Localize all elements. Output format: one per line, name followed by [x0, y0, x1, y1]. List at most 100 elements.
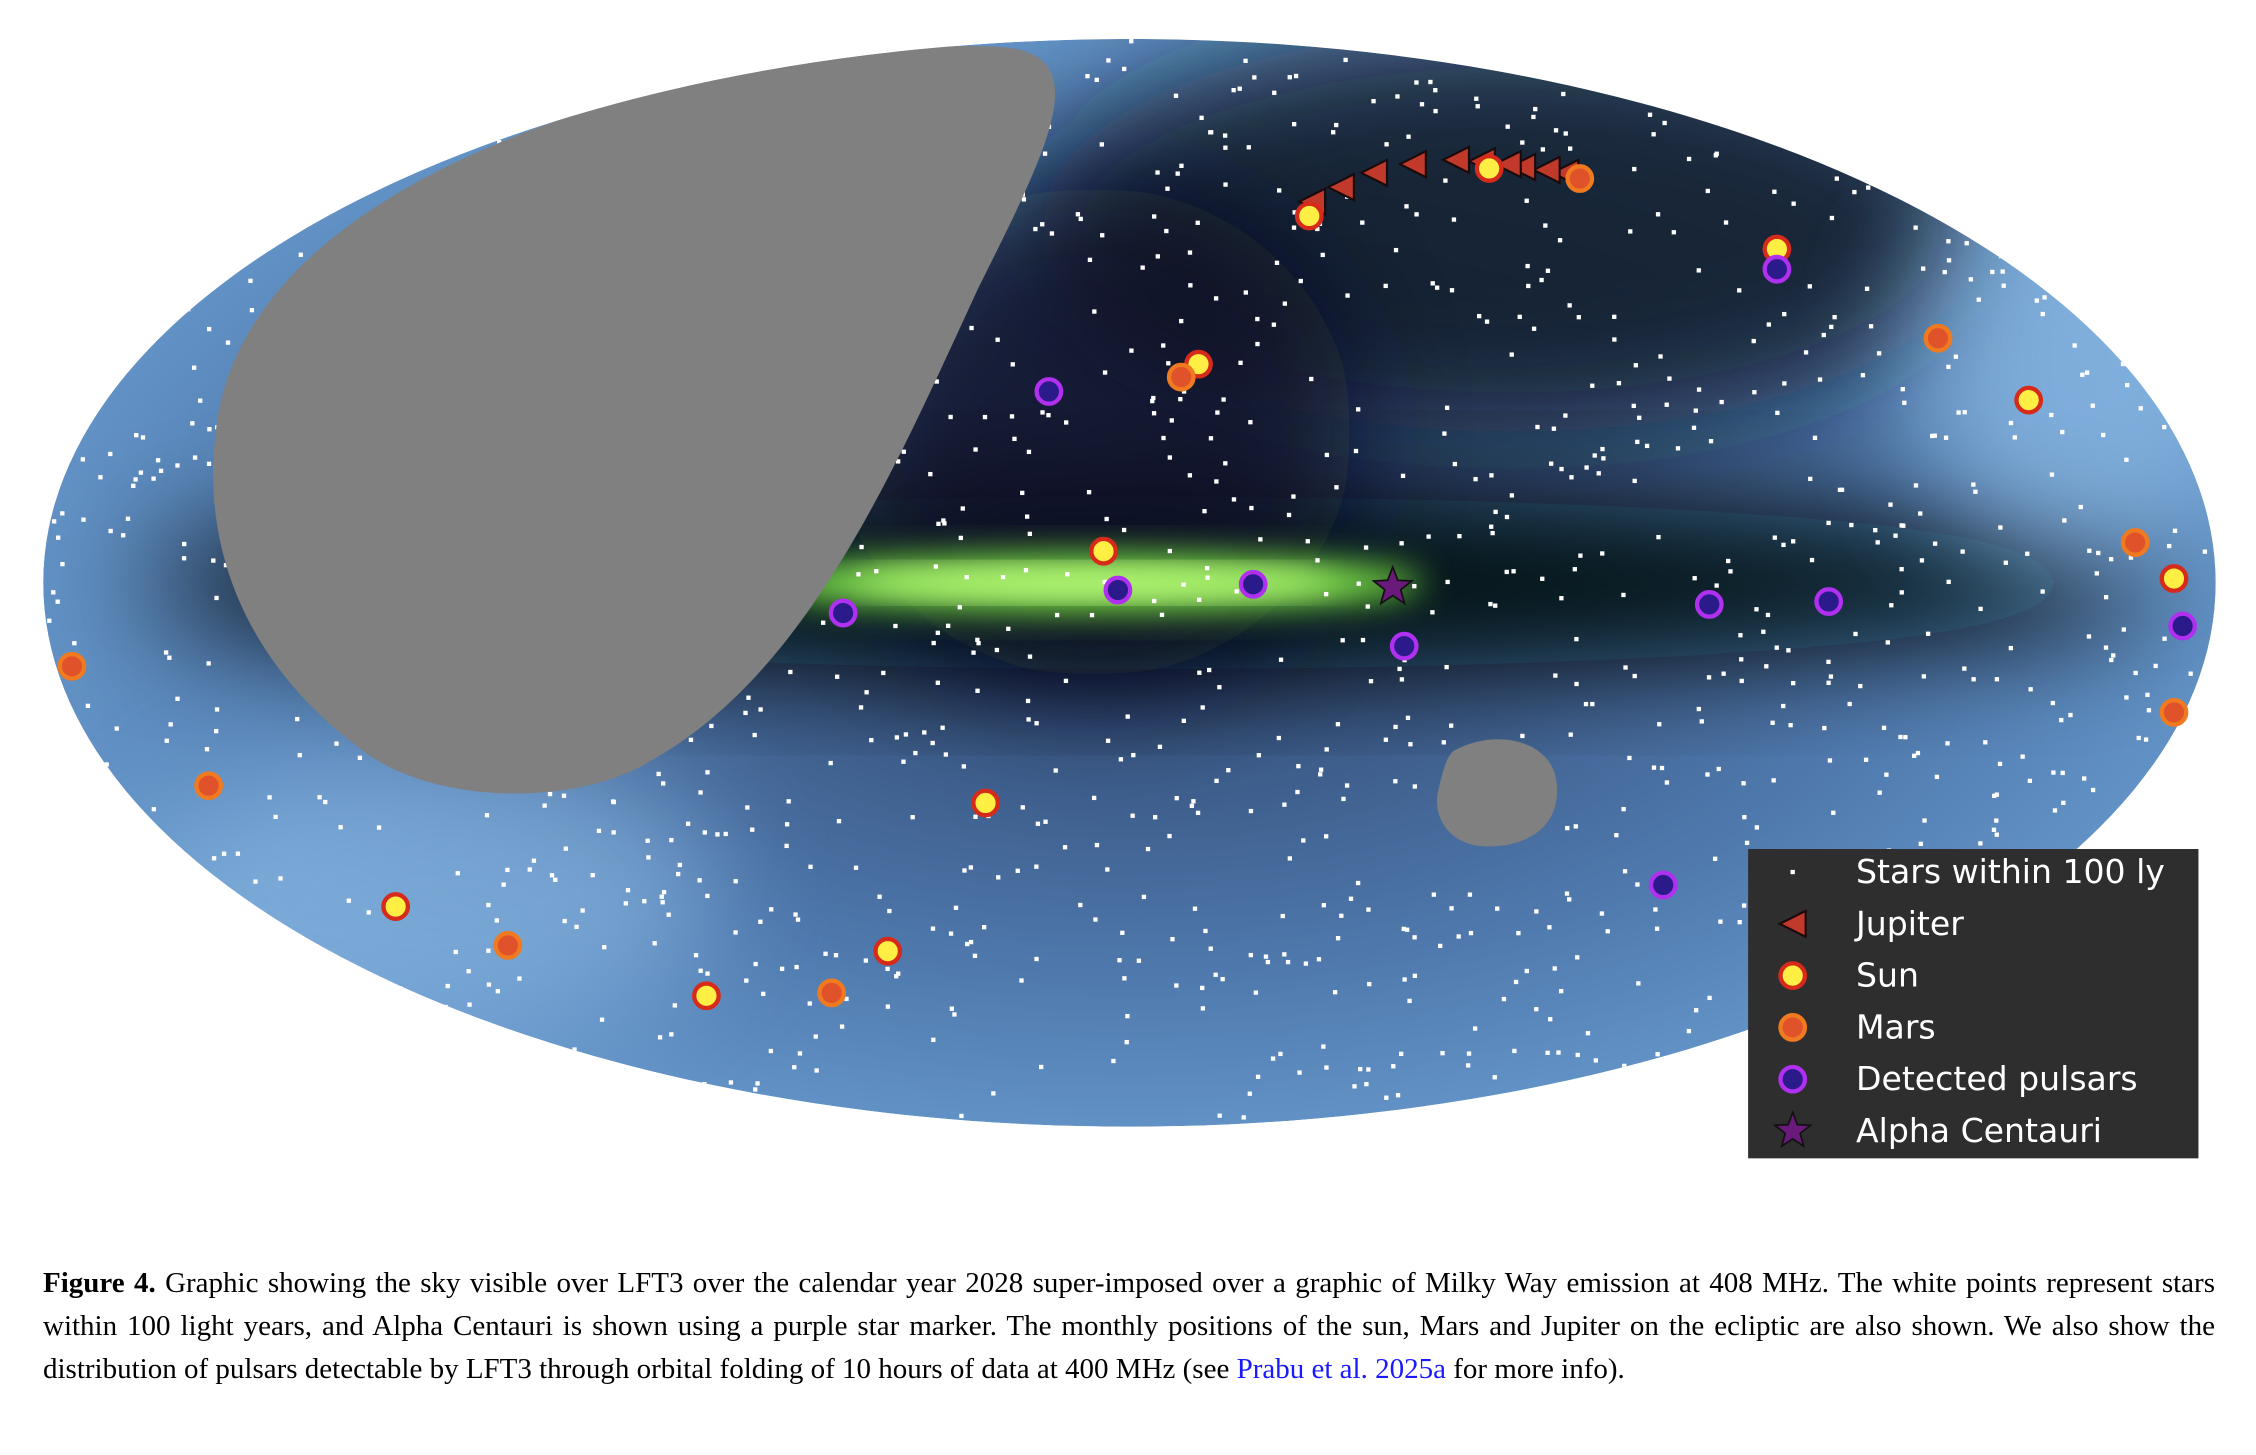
star-dot: [1466, 1051, 1472, 1056]
star-dot: [1476, 313, 1482, 319]
star-dot: [1412, 784, 1417, 789]
star-dot: [1737, 288, 1742, 293]
star-dot: [1332, 990, 1338, 995]
star-dot: [1791, 201, 1796, 206]
star-dot: [1214, 778, 1219, 784]
star-dot: [438, 59, 443, 65]
star-dot: [2040, 589, 2045, 594]
star-dot: [1258, 537, 1263, 542]
star-dot: [1567, 303, 1572, 308]
star-dot: [793, 912, 798, 917]
star-dot: [1181, 718, 1186, 724]
star-dot: [1553, 128, 1559, 133]
star-dot: [2027, 778, 2033, 784]
star-dot: [1807, 284, 1812, 289]
star-dot: [118, 1019, 124, 1024]
star-dot: [1121, 527, 1127, 533]
star-dot: [253, 946, 258, 951]
legend-star-dot: [1790, 869, 1795, 875]
star-dot: [688, 737, 694, 743]
star-dot: [151, 807, 157, 812]
star-dot: [1164, 228, 1169, 234]
star-dot: [1635, 87, 1640, 92]
star-dot: [1339, 913, 1344, 918]
star-dot: [1208, 946, 1213, 951]
star-dot: [973, 447, 978, 452]
star-dot: [1997, 761, 2003, 767]
citation-link[interactable]: Prabu et al. 2025a: [1236, 1353, 1446, 1385]
star-dot: [106, 260, 111, 265]
star-dot: [431, 146, 436, 151]
star-dot: [483, 1094, 488, 1099]
star-dot: [1248, 952, 1253, 958]
star-dot: [1192, 906, 1198, 911]
jupiter-marker: [1531, 155, 1561, 185]
star-dot: [1278, 657, 1284, 662]
star-dot: [1234, 589, 1239, 594]
star-dot: [1822, 725, 1827, 731]
star-dot: [1188, 283, 1193, 288]
star-dot: [996, 875, 1001, 880]
star-dot: [1559, 988, 1564, 994]
star-dot: [265, 944, 271, 950]
star-dot: [672, 1003, 677, 1008]
star-dot: [532, 114, 537, 120]
star-dot: [1864, 286, 1870, 291]
star-dot: [1926, 60, 1932, 65]
star-dot: [1913, 225, 1918, 230]
star-dot: [1671, 230, 1676, 235]
legend-label: Stars within 100 ly: [1856, 852, 2165, 891]
star-dot: [341, 1080, 347, 1086]
star-dot: [1213, 972, 1218, 977]
star-dot: [1632, 673, 1637, 679]
star-dot: [121, 533, 126, 538]
star-dot: [233, 1123, 239, 1127]
star-dot: [1277, 188, 1282, 193]
star-dot: [2034, 298, 2039, 303]
star-dot: [2163, 814, 2168, 819]
star-dot: [2124, 457, 2129, 462]
star-dot: [1474, 96, 1479, 101]
star-dot: [1323, 591, 1329, 597]
star-dot: [1489, 473, 1494, 478]
star-dot: [2008, 420, 2014, 426]
jupiter-marker: [1325, 172, 1355, 202]
star-dot: [784, 843, 789, 849]
star-dot: [1039, 1064, 1044, 1070]
star-dot: [1405, 715, 1411, 721]
star-dot: [1213, 296, 1219, 301]
star-dot: [295, 716, 300, 722]
star-dot: [2215, 512, 2216, 517]
star-dot: [903, 732, 909, 737]
star-dot: [931, 640, 936, 646]
star-dot: [114, 136, 120, 141]
star-dot: [755, 1081, 760, 1086]
star-dot: [1721, 1102, 1726, 1107]
star-dot: [1456, 934, 1461, 939]
star-dot: [125, 516, 131, 521]
star-dot: [1360, 220, 1365, 225]
star-dot: [1412, 935, 1417, 940]
star-dot: [1786, 648, 1791, 653]
star-dot: [1873, 527, 1878, 533]
caption-text: for more info).: [1445, 1353, 1625, 1385]
star-dot: [1104, 516, 1109, 522]
star-dot: [1025, 698, 1031, 704]
pulsar-marker: [1814, 587, 1844, 616]
star-dot: [1520, 733, 1525, 739]
star-dot: [887, 908, 892, 914]
star-dot: [214, 595, 219, 601]
star-dot: [549, 873, 555, 878]
star-dot: [1622, 1063, 1627, 1069]
star-dot: [1712, 856, 1718, 861]
star-dot: [1632, 478, 1637, 484]
star-dot: [164, 738, 169, 743]
star-dot: [1566, 1110, 1571, 1115]
star-dot: [271, 992, 277, 997]
star-dot: [1445, 579, 1450, 585]
star-dot: [946, 623, 951, 628]
star-dot: [1998, 525, 2003, 530]
star-dot: [1161, 343, 1166, 348]
star-dot: [1473, 476, 1478, 482]
